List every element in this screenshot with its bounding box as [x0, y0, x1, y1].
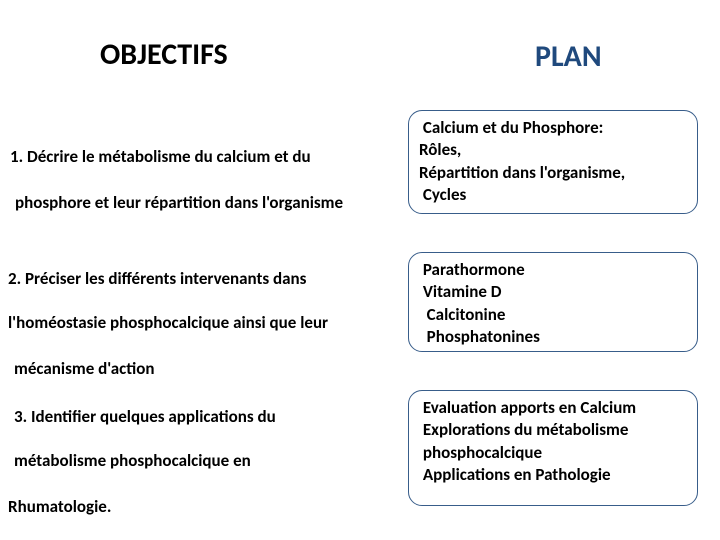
- plan-box-line: Phosphatonines: [419, 326, 687, 348]
- plan-box-line: phosphocalcique: [419, 442, 687, 464]
- objective-line: Rhumatologie.: [8, 496, 208, 519]
- objective-line: l'homéostasie phosphocalcique ainsi que …: [8, 312, 388, 335]
- objective-line: 3. Identifier quelques applications du: [14, 406, 354, 429]
- objective-line: 2. Préciser les différents intervenants …: [8, 268, 378, 291]
- plan-box-line: Calcitonine: [419, 304, 687, 326]
- plan-box-line: Cycles: [419, 184, 687, 206]
- plan-box: Parathormone Vitamine D Calcitonine Phos…: [408, 252, 698, 352]
- plan-box-line: Rôles,: [419, 139, 687, 161]
- heading-objectifs: OBJECTIFS: [100, 36, 228, 73]
- plan-box: Evaluation apports en Calcium Exploratio…: [408, 390, 698, 506]
- plan-box-line: Explorations du métabolisme: [419, 419, 687, 441]
- objective-line: mécanisme d'action: [14, 358, 314, 381]
- plan-box-line: Vitamine D: [419, 281, 687, 303]
- objective-line: phosphore et leur répartition dans l'org…: [15, 192, 395, 215]
- objective-line: 1. Décrire le métabolisme du calcium et …: [10, 146, 370, 169]
- plan-box: Calcium et du Phosphore:Rôles,Répartitio…: [408, 110, 698, 214]
- plan-box-line: Parathormone: [419, 259, 687, 281]
- heading-plan: PLAN: [535, 38, 602, 75]
- plan-box-line: Evaluation apports en Calcium: [419, 397, 687, 419]
- objective-line: métabolisme phosphocalcique en: [14, 450, 354, 473]
- plan-box-line: Applications en Pathologie: [419, 464, 687, 486]
- plan-box-line: Répartition dans l'organisme,: [419, 162, 687, 184]
- plan-box-line: Calcium et du Phosphore:: [419, 117, 687, 139]
